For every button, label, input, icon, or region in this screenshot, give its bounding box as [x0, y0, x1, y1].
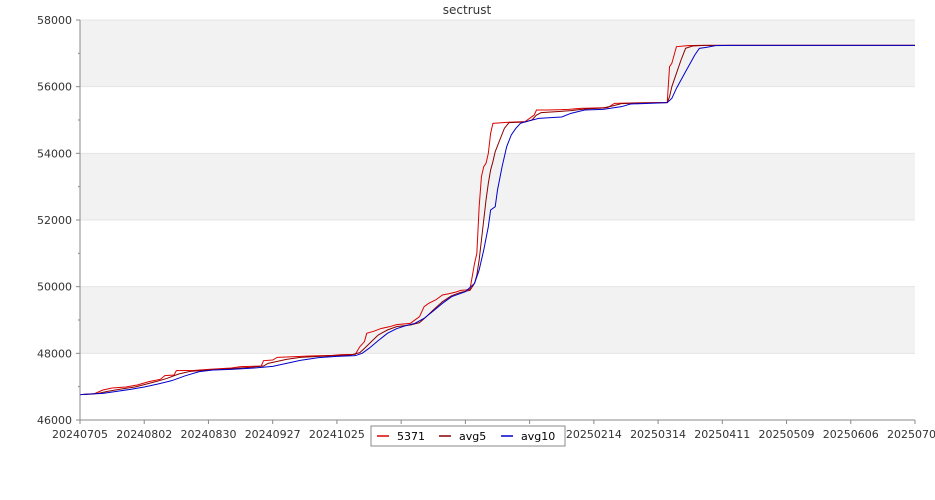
x-tick-label: 20240705 — [52, 428, 108, 441]
y-tick-label: 52000 — [37, 214, 72, 227]
legend-label-avg5: avg5 — [459, 430, 486, 443]
y-tick-label: 46000 — [37, 414, 72, 427]
legend: 5371 avg5 avg10 — [370, 425, 566, 447]
series-line-avg10 — [79, 44, 915, 396]
y-tick-label: 54000 — [37, 147, 72, 160]
grid-band — [80, 20, 915, 87]
x-tick-label: 20250704 — [887, 428, 935, 441]
grid-band — [80, 286, 915, 354]
series-line-5371 — [79, 44, 915, 396]
x-tick-label: 20250411 — [694, 428, 750, 441]
y-tick-label: 48000 — [37, 347, 72, 360]
x-tick-label: 20250509 — [759, 428, 815, 441]
legend-box — [370, 425, 566, 447]
chart-title: sectrust — [443, 3, 492, 17]
y-tick-label: 58000 — [37, 14, 72, 27]
x-tick-label: 20241025 — [309, 428, 365, 441]
x-tick-label: 20250214 — [566, 428, 622, 441]
legend-label-5371: 5371 — [397, 430, 425, 443]
x-tick-label: 20250314 — [630, 428, 686, 441]
y-tick-label: 50000 — [37, 281, 72, 294]
x-tick-label: 20250606 — [823, 428, 879, 441]
series-layer — [79, 44, 915, 396]
y-axis-tick-labels: 46000 48000 50000 52000 54000 56000 58000 — [37, 14, 72, 427]
grid-band — [80, 353, 915, 420]
x-tick-label: 20240830 — [180, 428, 236, 441]
grid-band — [80, 86, 915, 154]
grid-band — [80, 153, 915, 220]
axes — [76, 19, 916, 424]
y-tick-label: 56000 — [37, 81, 72, 94]
grid-band — [80, 220, 915, 287]
grid-bands — [80, 20, 915, 420]
legend-label-avg10: avg10 — [521, 430, 555, 443]
x-tick-label: 20240927 — [245, 428, 301, 441]
x-tick-label: 20240802 — [116, 428, 172, 441]
